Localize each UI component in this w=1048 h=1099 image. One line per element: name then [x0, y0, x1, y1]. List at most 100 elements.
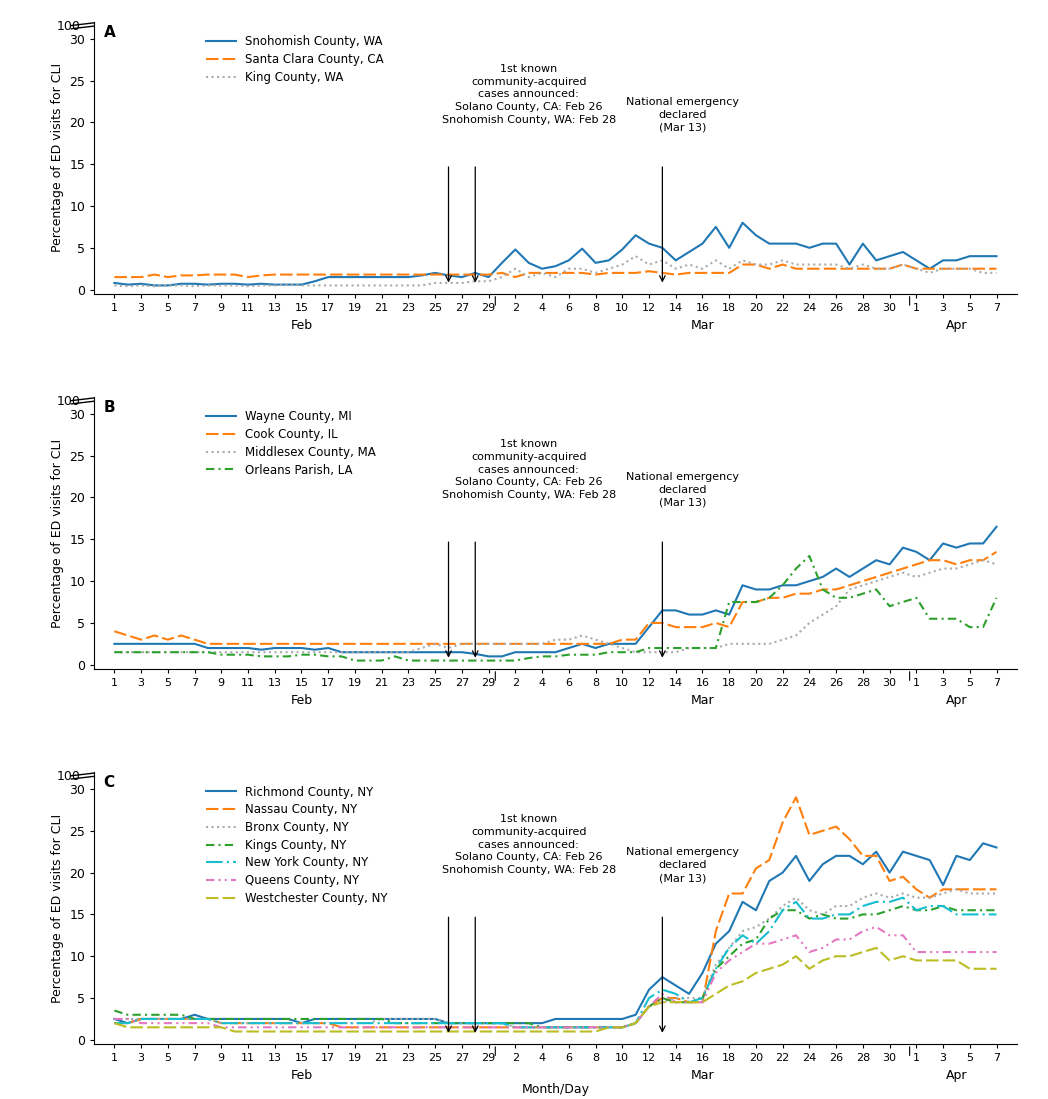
King County, WA: [990, 266, 1003, 279]
Richmond County, NY: [923, 854, 936, 867]
Bronx County, NY: [509, 1021, 522, 1034]
Bronx County, NY: [951, 882, 963, 896]
Cook County, IL: [790, 587, 803, 600]
Line: Bronx County, NY: Bronx County, NY: [114, 889, 997, 1028]
Line: Orleans Parish, LA: Orleans Parish, LA: [114, 556, 997, 660]
Kings County, NY: [175, 1008, 188, 1021]
Text: 100: 100: [57, 20, 81, 33]
Text: Mar: Mar: [691, 695, 715, 707]
Kings County, NY: [937, 899, 949, 912]
Text: 100: 100: [57, 770, 81, 782]
Cook County, IL: [108, 624, 121, 637]
Santa Clara County, CA: [468, 268, 481, 281]
Middlesex County, MA: [215, 645, 227, 658]
Richmond County, NY: [228, 1012, 241, 1025]
Westchester County, NY: [482, 1025, 495, 1039]
Cook County, IL: [990, 545, 1003, 558]
Text: 100: 100: [57, 395, 81, 408]
Line: Wayne County, MI: Wayne County, MI: [114, 526, 997, 656]
Text: Apr: Apr: [945, 1069, 967, 1083]
Westchester County, NY: [790, 950, 803, 963]
Middlesex County, MA: [977, 554, 989, 567]
New York County, NY: [790, 896, 803, 909]
Santa Clara County, CA: [108, 270, 121, 284]
Westchester County, NY: [108, 1017, 121, 1030]
Snohomish County, WA: [522, 256, 534, 269]
Snohomish County, WA: [148, 279, 160, 292]
King County, WA: [482, 275, 495, 288]
Nassau County, NY: [108, 1017, 121, 1030]
Nassau County, NY: [803, 829, 815, 842]
Santa Clara County, CA: [790, 263, 803, 276]
Text: Apr: Apr: [945, 695, 967, 707]
Nassau County, NY: [215, 1017, 227, 1030]
Text: B: B: [104, 400, 115, 414]
Queens County, NY: [215, 1021, 227, 1034]
Y-axis label: Percentage of ED visits for CLI: Percentage of ED visits for CLI: [51, 813, 64, 1002]
Nassau County, NY: [175, 1012, 188, 1025]
Line: Snohomish County, WA: Snohomish County, WA: [114, 223, 997, 286]
Kings County, NY: [790, 903, 803, 917]
Snohomish County, WA: [189, 277, 201, 290]
Orleans Parish, LA: [803, 550, 815, 563]
Line: Nassau County, NY: Nassau County, NY: [114, 797, 997, 1028]
New York County, NY: [522, 1021, 534, 1034]
Westchester County, NY: [215, 1021, 227, 1034]
Santa Clara County, CA: [990, 263, 1003, 276]
Orleans Parish, LA: [790, 562, 803, 575]
Orleans Parish, LA: [990, 591, 1003, 604]
Text: A: A: [104, 24, 115, 40]
Cook County, IL: [201, 637, 214, 651]
X-axis label: Month/Day: Month/Day: [522, 1083, 589, 1096]
Westchester County, NY: [228, 1025, 241, 1039]
Queens County, NY: [522, 1021, 534, 1034]
Bronx County, NY: [790, 891, 803, 904]
New York County, NY: [509, 1021, 522, 1034]
Santa Clara County, CA: [215, 268, 227, 281]
Legend: Snohomish County, WA, Santa Clara County, CA, King County, WA: Snohomish County, WA, Santa Clara County…: [201, 31, 389, 89]
Orleans Parish, LA: [108, 645, 121, 658]
Wayne County, MI: [522, 645, 534, 658]
Kings County, NY: [468, 1017, 481, 1030]
Kings County, NY: [509, 1017, 522, 1030]
Text: Mar: Mar: [691, 1069, 715, 1083]
Westchester County, NY: [937, 954, 949, 967]
Line: Middlesex County, MA: Middlesex County, MA: [114, 560, 997, 652]
Middlesex County, MA: [108, 645, 121, 658]
Queens County, NY: [790, 929, 803, 942]
Text: Feb: Feb: [290, 319, 312, 332]
Santa Clara County, CA: [937, 263, 949, 276]
Text: Mar: Mar: [691, 319, 715, 332]
Queens County, NY: [108, 1012, 121, 1025]
New York County, NY: [175, 1012, 188, 1025]
Wayne County, MI: [215, 642, 227, 655]
Queens County, NY: [937, 945, 949, 958]
Cook County, IL: [482, 637, 495, 651]
Richmond County, NY: [977, 836, 989, 850]
Text: 1st known
community-acquired
cases announced:
Solano County, CA: Feb 26
Snohomis: 1st known community-acquired cases annou…: [441, 439, 616, 500]
Kings County, NY: [536, 1021, 548, 1034]
Cook County, IL: [255, 637, 267, 651]
Text: 1st known
community-acquired
cases announced:
Solano County, CA: Feb 26
Snohomis: 1st known community-acquired cases annou…: [441, 64, 616, 125]
Nassau County, NY: [522, 1021, 534, 1034]
Westchester County, NY: [522, 1025, 534, 1039]
Line: Cook County, IL: Cook County, IL: [114, 552, 997, 644]
Cook County, IL: [228, 637, 241, 651]
King County, WA: [228, 279, 241, 292]
Kings County, NY: [990, 903, 1003, 917]
Orleans Parish, LA: [175, 645, 188, 658]
Cook County, IL: [522, 637, 534, 651]
Nassau County, NY: [790, 790, 803, 803]
Queens County, NY: [175, 1017, 188, 1030]
Line: Kings County, NY: Kings County, NY: [114, 906, 997, 1028]
Wayne County, MI: [937, 537, 949, 551]
Snohomish County, WA: [990, 249, 1003, 263]
Westchester County, NY: [990, 963, 1003, 976]
King County, WA: [108, 279, 121, 292]
Nassau County, NY: [335, 1021, 348, 1034]
Santa Clara County, CA: [242, 270, 255, 284]
Bronx County, NY: [215, 1017, 227, 1030]
Santa Clara County, CA: [737, 258, 749, 271]
Text: 1st known
community-acquired
cases announced:
Solano County, CA: Feb 26
Snohomis: 1st known community-acquired cases annou…: [441, 814, 616, 875]
Text: National emergency
declared
(Mar 13): National emergency declared (Mar 13): [626, 97, 739, 133]
